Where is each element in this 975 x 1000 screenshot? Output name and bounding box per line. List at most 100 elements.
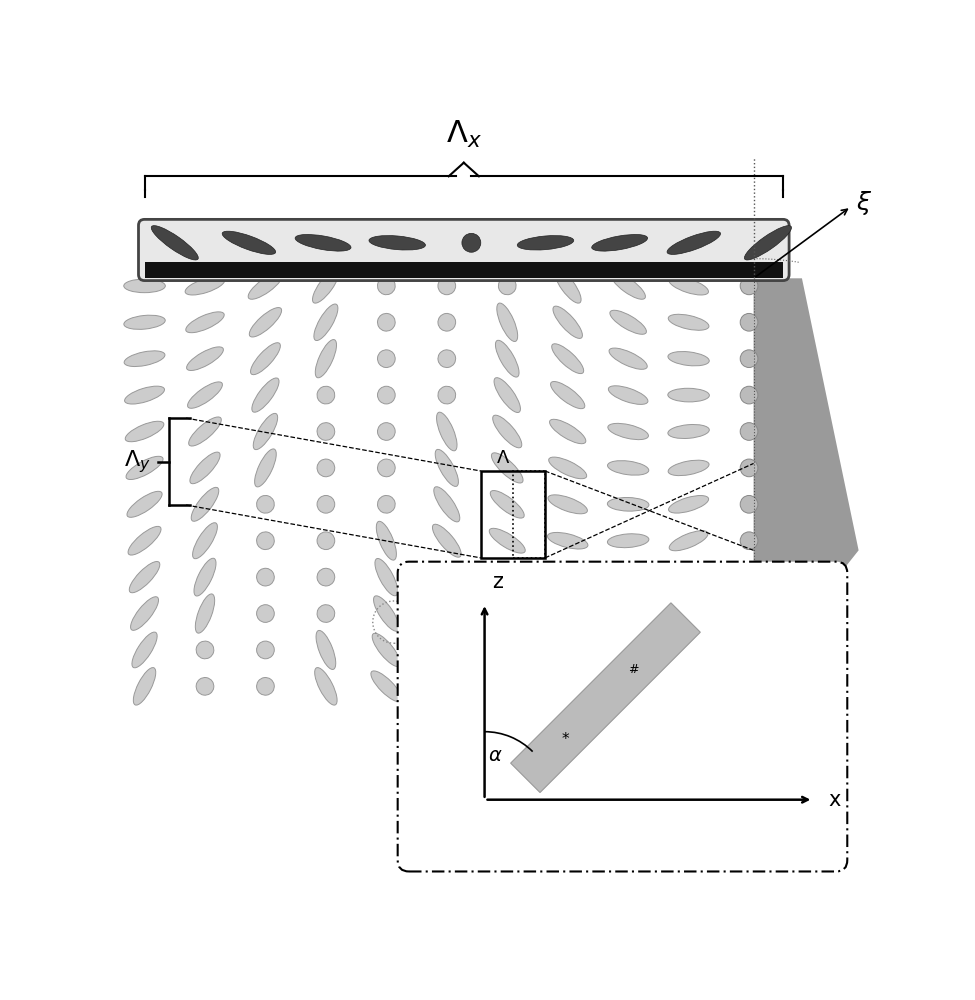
Ellipse shape [610, 310, 646, 334]
Ellipse shape [668, 388, 710, 402]
Ellipse shape [489, 528, 526, 553]
Ellipse shape [376, 521, 397, 560]
Ellipse shape [608, 605, 648, 622]
Ellipse shape [435, 449, 458, 486]
Ellipse shape [124, 315, 165, 329]
Ellipse shape [254, 449, 276, 487]
Ellipse shape [740, 350, 758, 368]
Ellipse shape [740, 459, 758, 477]
Ellipse shape [497, 303, 518, 341]
Ellipse shape [430, 600, 463, 628]
Ellipse shape [437, 412, 457, 451]
Ellipse shape [555, 269, 581, 303]
Ellipse shape [611, 272, 645, 299]
Ellipse shape [668, 460, 709, 476]
Ellipse shape [315, 668, 337, 705]
Ellipse shape [607, 497, 649, 511]
Ellipse shape [256, 495, 274, 513]
Ellipse shape [740, 678, 758, 695]
Ellipse shape [607, 461, 648, 475]
Text: $\alpha$: $\alpha$ [488, 746, 503, 765]
Ellipse shape [608, 386, 648, 404]
Bar [481, 471, 545, 558]
Ellipse shape [295, 234, 351, 251]
Ellipse shape [194, 558, 216, 596]
Ellipse shape [187, 382, 222, 408]
Ellipse shape [131, 597, 159, 630]
Ellipse shape [490, 491, 525, 518]
Ellipse shape [250, 308, 282, 337]
Ellipse shape [550, 419, 586, 444]
Ellipse shape [592, 234, 647, 251]
Ellipse shape [670, 566, 707, 589]
Text: $\#$: $\#$ [628, 663, 640, 676]
Ellipse shape [668, 314, 709, 330]
Ellipse shape [125, 421, 164, 442]
Ellipse shape [487, 679, 527, 694]
Ellipse shape [369, 236, 425, 250]
Ellipse shape [740, 423, 758, 440]
Ellipse shape [256, 641, 274, 659]
Text: $\xi$: $\xi$ [856, 189, 873, 217]
Ellipse shape [547, 532, 588, 549]
Ellipse shape [669, 277, 709, 295]
Ellipse shape [252, 378, 279, 412]
Ellipse shape [196, 678, 214, 695]
Ellipse shape [608, 640, 647, 660]
Ellipse shape [553, 306, 582, 338]
Ellipse shape [491, 453, 523, 483]
Ellipse shape [127, 491, 162, 517]
Ellipse shape [740, 277, 758, 295]
Ellipse shape [377, 459, 395, 477]
Ellipse shape [438, 350, 455, 368]
Ellipse shape [548, 495, 587, 514]
Ellipse shape [317, 605, 334, 622]
Ellipse shape [317, 568, 334, 586]
Ellipse shape [186, 312, 224, 333]
Ellipse shape [547, 679, 588, 694]
Ellipse shape [488, 642, 527, 658]
Ellipse shape [488, 566, 526, 588]
Ellipse shape [256, 678, 274, 695]
Ellipse shape [494, 378, 521, 413]
Ellipse shape [256, 605, 274, 622]
Ellipse shape [195, 594, 214, 633]
Ellipse shape [124, 351, 165, 367]
Ellipse shape [668, 424, 709, 439]
Ellipse shape [370, 671, 402, 702]
Ellipse shape [372, 633, 401, 667]
Ellipse shape [669, 531, 708, 551]
Ellipse shape [256, 532, 274, 550]
Ellipse shape [222, 231, 276, 254]
Ellipse shape [434, 487, 460, 522]
Ellipse shape [377, 386, 395, 404]
Ellipse shape [377, 423, 395, 440]
Ellipse shape [433, 524, 461, 557]
Ellipse shape [740, 532, 758, 550]
Ellipse shape [547, 643, 589, 657]
Ellipse shape [193, 523, 217, 559]
Ellipse shape [190, 452, 220, 484]
Polygon shape [754, 278, 859, 683]
Ellipse shape [744, 226, 792, 260]
Ellipse shape [740, 605, 758, 622]
Ellipse shape [607, 423, 648, 440]
Ellipse shape [740, 568, 758, 586]
Ellipse shape [377, 313, 395, 331]
Ellipse shape [128, 526, 161, 555]
Bar [144, 262, 783, 278]
Ellipse shape [317, 532, 334, 550]
Ellipse shape [488, 604, 526, 623]
Ellipse shape [740, 313, 758, 331]
Ellipse shape [552, 344, 584, 374]
Ellipse shape [607, 534, 649, 548]
Ellipse shape [315, 340, 336, 378]
Ellipse shape [377, 277, 395, 295]
Ellipse shape [132, 632, 157, 668]
Text: $\Lambda$: $\Lambda$ [496, 449, 510, 467]
Ellipse shape [125, 386, 165, 404]
Ellipse shape [438, 386, 455, 404]
Ellipse shape [375, 558, 398, 596]
Ellipse shape [669, 496, 709, 513]
Ellipse shape [317, 423, 334, 440]
